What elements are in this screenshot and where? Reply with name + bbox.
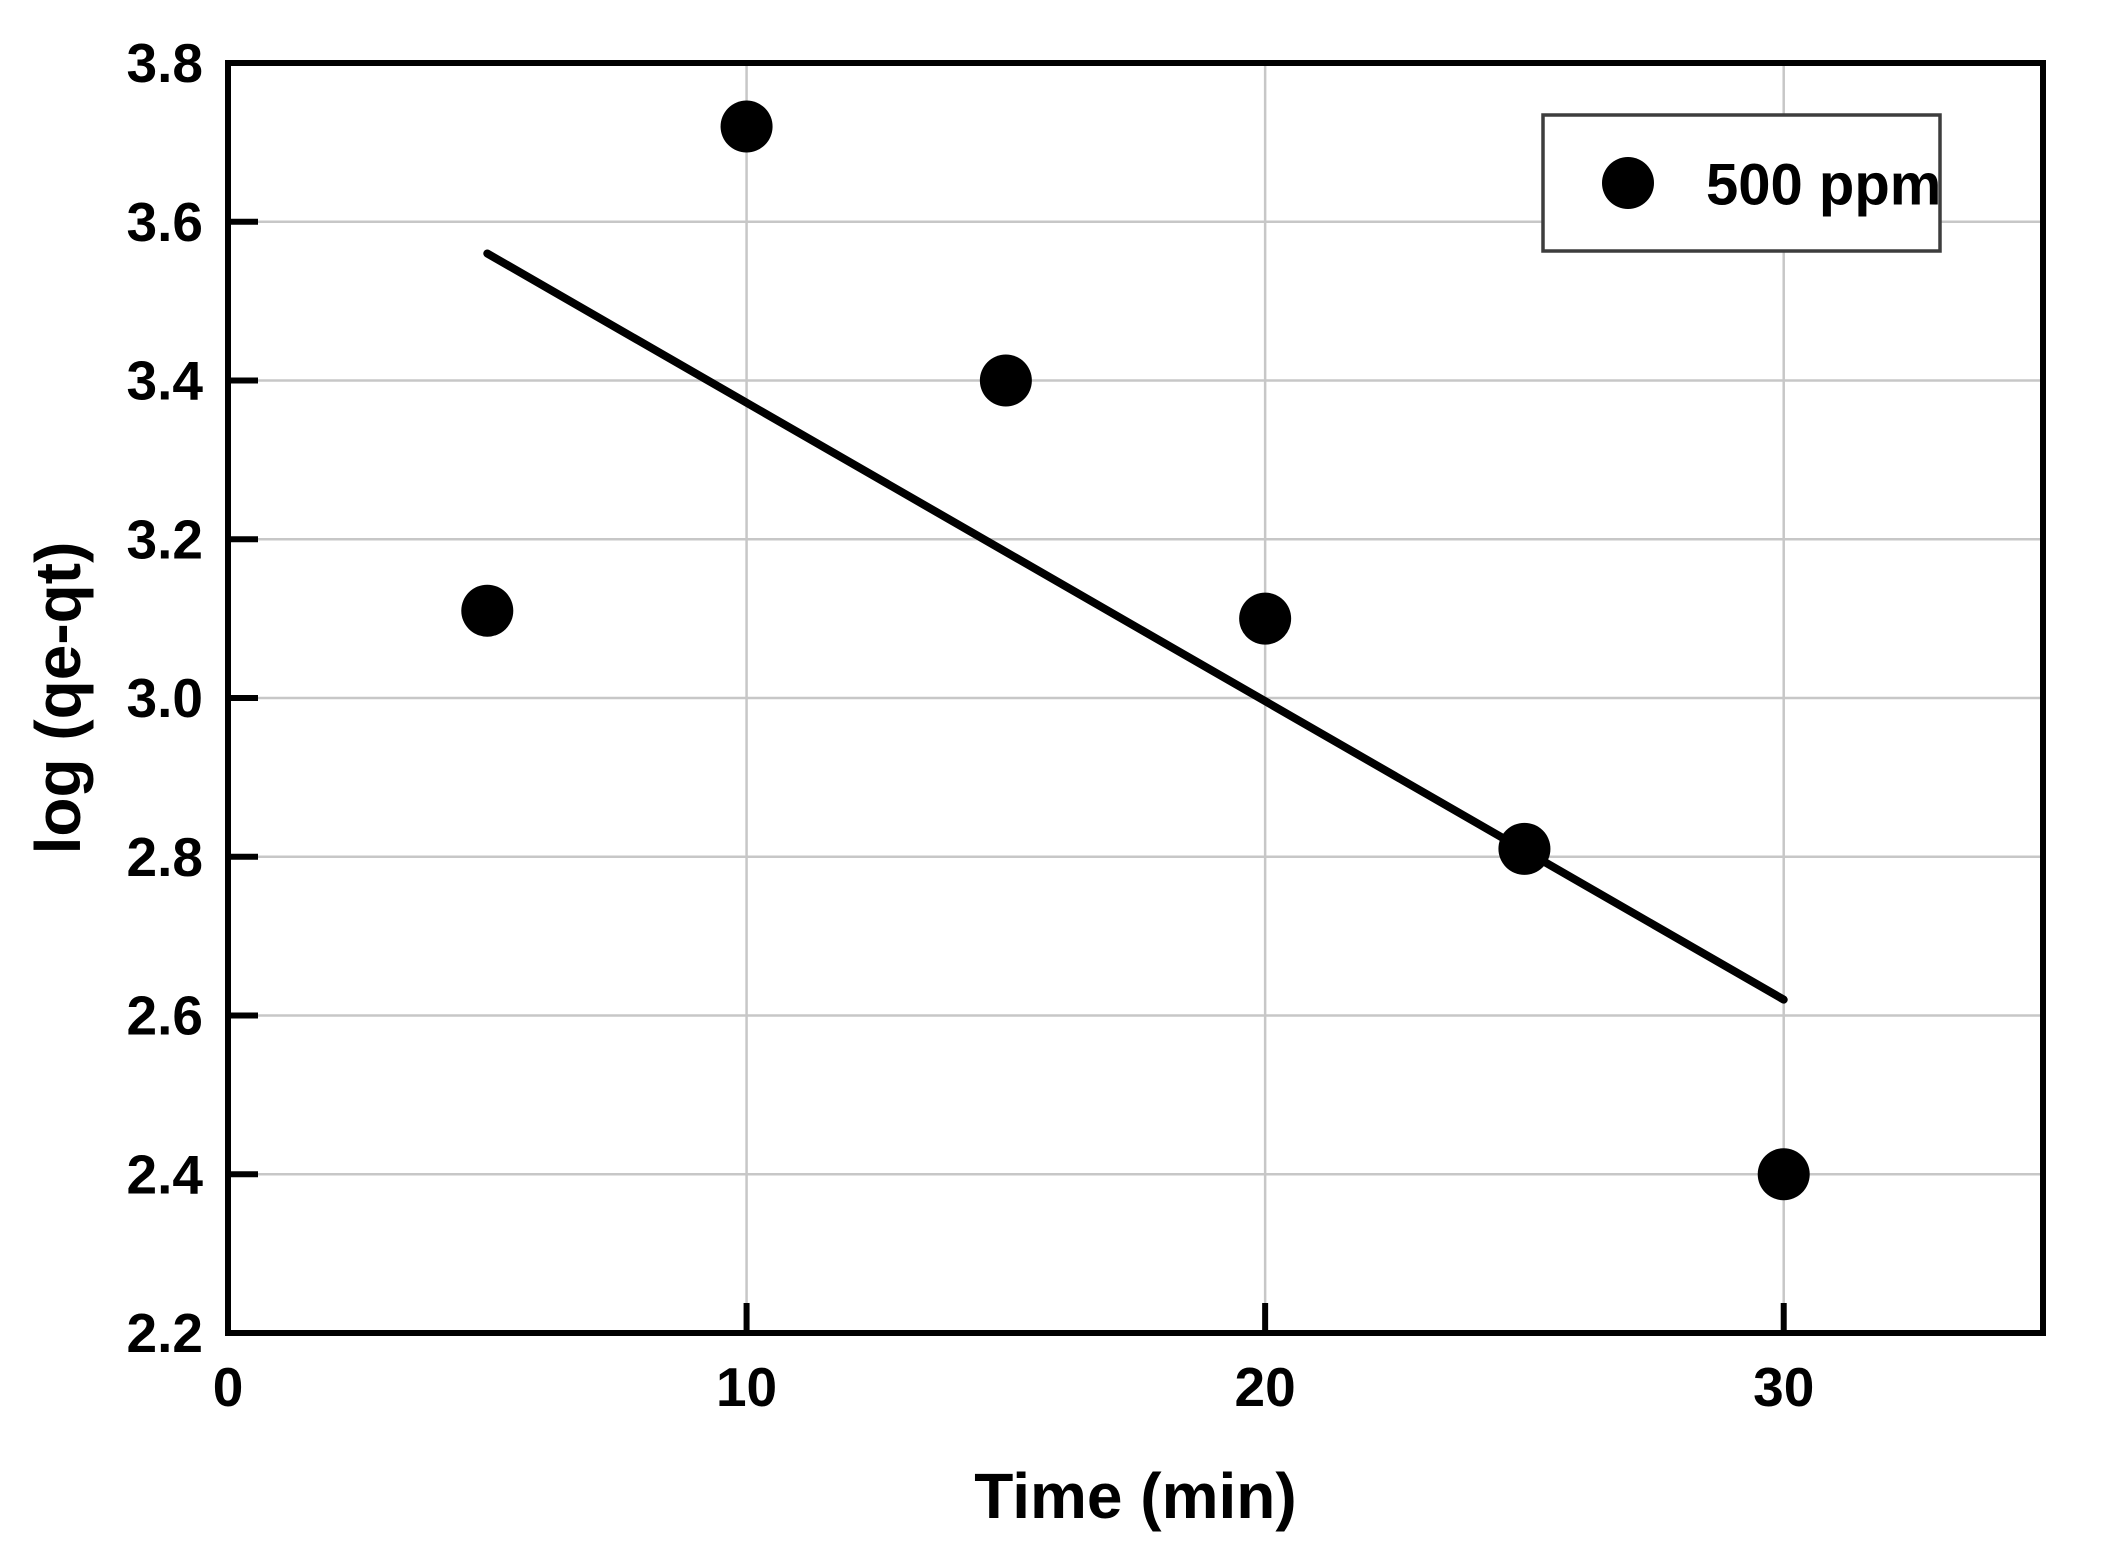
legend-marker-circle <box>1602 157 1654 209</box>
y-tick-label: 3.0 <box>127 667 203 729</box>
y-tick-label: 2.2 <box>127 1302 203 1364</box>
y-tick-label: 3.4 <box>127 350 204 412</box>
trend-line <box>483 249 1788 1004</box>
x-axis-title: Time (min) <box>974 1460 1296 1532</box>
x-tick-label: 30 <box>1753 1356 1814 1418</box>
data-point <box>1498 822 1551 875</box>
plot-border <box>225 60 2046 1336</box>
y-axis-title: log (qe-qt) <box>22 542 94 855</box>
data-point <box>1757 1148 1810 1201</box>
legend-label: 500 ppm <box>1706 153 1941 218</box>
tick-labels: 0 10 20 30 2.2 2.4 2.6 2.8 3.0 3.2 3.4 3.6 3.8 <box>127 32 1815 1418</box>
legend: 500 ppm <box>1541 113 1942 253</box>
x-tick-label: 20 <box>1235 1356 1296 1418</box>
data-point <box>720 100 773 153</box>
y-tick-label: 3.6 <box>127 191 203 253</box>
y-tick-label: 3.8 <box>127 32 203 94</box>
data-points <box>461 100 1810 1201</box>
x-tick-label: 10 <box>716 1356 777 1418</box>
data-point <box>979 354 1032 407</box>
y-tick-label: 2.6 <box>127 985 203 1047</box>
y-tick-label: 2.4 <box>127 1143 204 1205</box>
y-tick-label: 2.8 <box>127 826 203 888</box>
y-tick-label: 3.2 <box>127 508 203 570</box>
data-point <box>1239 592 1292 645</box>
data-point <box>461 584 514 637</box>
x-tick-label: 0 <box>213 1356 244 1418</box>
gridlines <box>228 63 2043 1333</box>
